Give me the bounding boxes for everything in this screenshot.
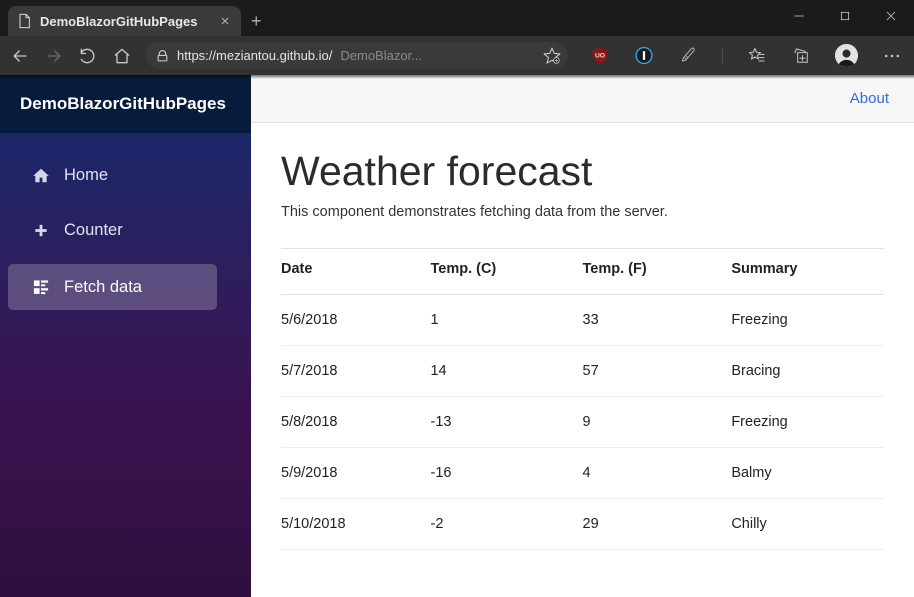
svg-text:UO: UO [595, 52, 605, 59]
